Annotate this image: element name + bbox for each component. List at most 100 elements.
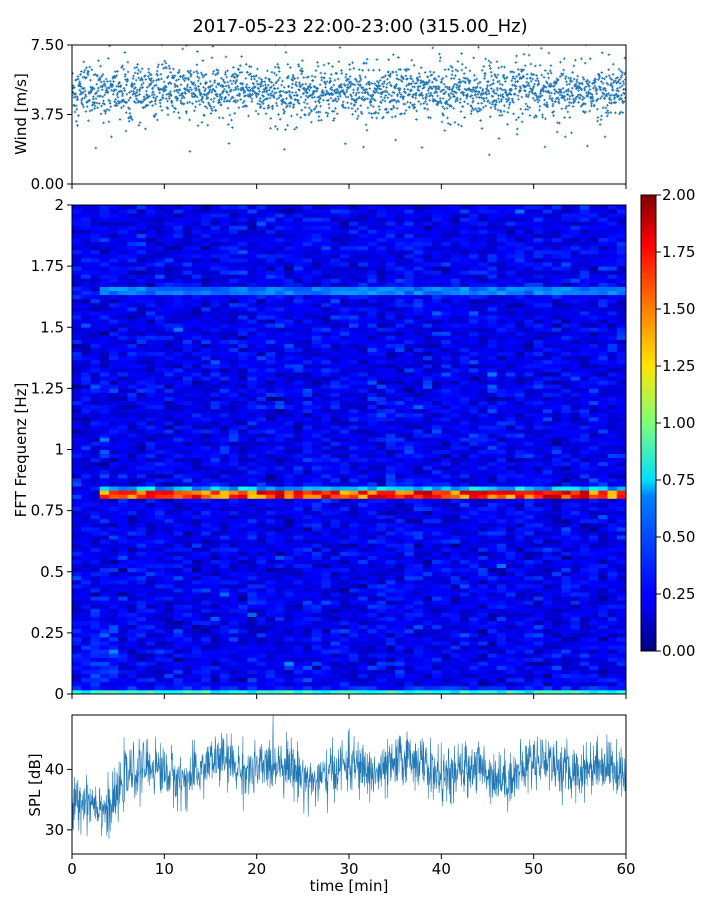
- spectrogram-cell: [219, 392, 230, 397]
- wind-point: [332, 99, 335, 103]
- spectrogram-cell: [256, 547, 267, 552]
- spectrogram-cell: [155, 372, 165, 377]
- wind-point: [526, 108, 530, 111]
- spectrogram-cell: [201, 526, 211, 532]
- wind-point: [86, 73, 90, 77]
- spectrogram-cell: [164, 555, 174, 560]
- spectrogram-cell: [145, 547, 156, 552]
- spectrogram-cell: [228, 347, 239, 353]
- spectrogram-cell: [192, 282, 202, 287]
- spectrogram-cell: [201, 408, 211, 414]
- spectrogram-cell: [72, 380, 82, 385]
- spectrogram-cell: [164, 498, 174, 503]
- wind-point: [522, 68, 526, 72]
- wind-point: [421, 94, 424, 97]
- spectrogram-cell: [118, 408, 128, 414]
- spectrogram-cell: [90, 245, 101, 251]
- spectrogram-cell: [155, 290, 165, 296]
- wind-point: [74, 104, 78, 108]
- spectrogram-cell: [127, 457, 138, 463]
- spectrogram-cell: [210, 412, 221, 418]
- spectrogram-cell: [192, 441, 202, 446]
- spectrogram-cell: [90, 645, 101, 650]
- wind-point: [553, 80, 557, 83]
- spectrogram-cell: [238, 298, 248, 304]
- spectrogram-cell: [182, 245, 193, 251]
- spectrogram-cell: [72, 363, 82, 369]
- wind-point: [441, 105, 445, 109]
- spectrogram-cell: [219, 404, 230, 410]
- wind-point: [274, 45, 277, 47]
- wind-point: [443, 68, 447, 72]
- wind-point: [179, 83, 183, 86]
- spectrogram-cell: [192, 526, 202, 532]
- spectrogram-cell: [219, 205, 230, 210]
- wind-point: [446, 122, 450, 125]
- wind-point: [495, 60, 499, 64]
- spectrogram-cell: [238, 404, 248, 410]
- wind-point: [328, 77, 332, 80]
- wind-point: [441, 112, 444, 116]
- spectrogram-cell: [192, 551, 202, 556]
- spectrogram-cell: [210, 661, 221, 666]
- wind-point: [226, 99, 229, 102]
- spectrogram-cell: [192, 445, 202, 450]
- spectrogram-cell: [90, 653, 101, 658]
- spectrogram-cell: [182, 306, 193, 312]
- wind-point: [104, 77, 108, 81]
- spectrogram-cell: [210, 286, 221, 291]
- spectrogram-cell: [210, 449, 221, 454]
- spectrogram-cell: [164, 522, 174, 528]
- spectrogram-cell: [247, 535, 258, 540]
- spectrogram-cell: [118, 661, 128, 666]
- spectrogram-cell: [182, 490, 193, 495]
- spectrogram-cell: [228, 514, 239, 520]
- wind-point: [609, 82, 613, 85]
- spectrogram-cell: [210, 339, 221, 344]
- wind-point: [81, 91, 85, 94]
- wind-point: [349, 93, 352, 97]
- wind-point: [462, 93, 465, 97]
- spectrogram-cell: [228, 294, 239, 300]
- spectrogram-cell: [164, 249, 174, 255]
- wind-point: [493, 73, 496, 76]
- spectrogram-cell: [182, 608, 193, 613]
- spectrogram-cell: [201, 669, 211, 675]
- spectrogram-cell: [90, 225, 101, 230]
- spectrogram-cell: [219, 498, 230, 503]
- wind-point: [206, 96, 210, 100]
- spectrogram-cell: [99, 294, 110, 300]
- wind-point: [271, 104, 275, 108]
- wind-point: [181, 77, 185, 81]
- spectrogram-cell: [219, 604, 230, 609]
- wind-point: [452, 107, 456, 110]
- spectrogram-cell: [136, 310, 147, 316]
- wind-point: [400, 80, 404, 83]
- spectrogram-cell: [81, 478, 91, 483]
- wind-point: [359, 76, 362, 80]
- spectrogram-cell: [238, 579, 248, 585]
- spectrogram-cell: [201, 588, 211, 593]
- spectrogram-cell: [238, 645, 248, 650]
- spectrogram-cell: [72, 416, 82, 422]
- spectrogram-cell: [72, 331, 82, 336]
- spectrogram-cell: [155, 539, 165, 544]
- wind-point: [282, 108, 285, 112]
- spectrogram-cell: [108, 461, 119, 467]
- wind-point: [310, 96, 314, 99]
- spectrogram-cell: [108, 685, 119, 691]
- spectrogram-cell: [256, 592, 267, 597]
- spectrogram-cell: [72, 547, 82, 552]
- wind-point: [441, 97, 445, 100]
- wind-point: [365, 82, 368, 86]
- spectrogram-cell: [72, 384, 82, 389]
- spectrogram-cell: [108, 526, 119, 532]
- spectrogram-cell: [256, 331, 267, 336]
- wind-point: [471, 106, 474, 110]
- spectrogram-cell: [201, 482, 211, 487]
- spectrogram-cell: [247, 408, 258, 414]
- spectrogram-cell: [155, 429, 165, 434]
- wind-point: [603, 77, 606, 81]
- wind-point: [417, 89, 421, 92]
- spectrogram-cell: [192, 433, 202, 438]
